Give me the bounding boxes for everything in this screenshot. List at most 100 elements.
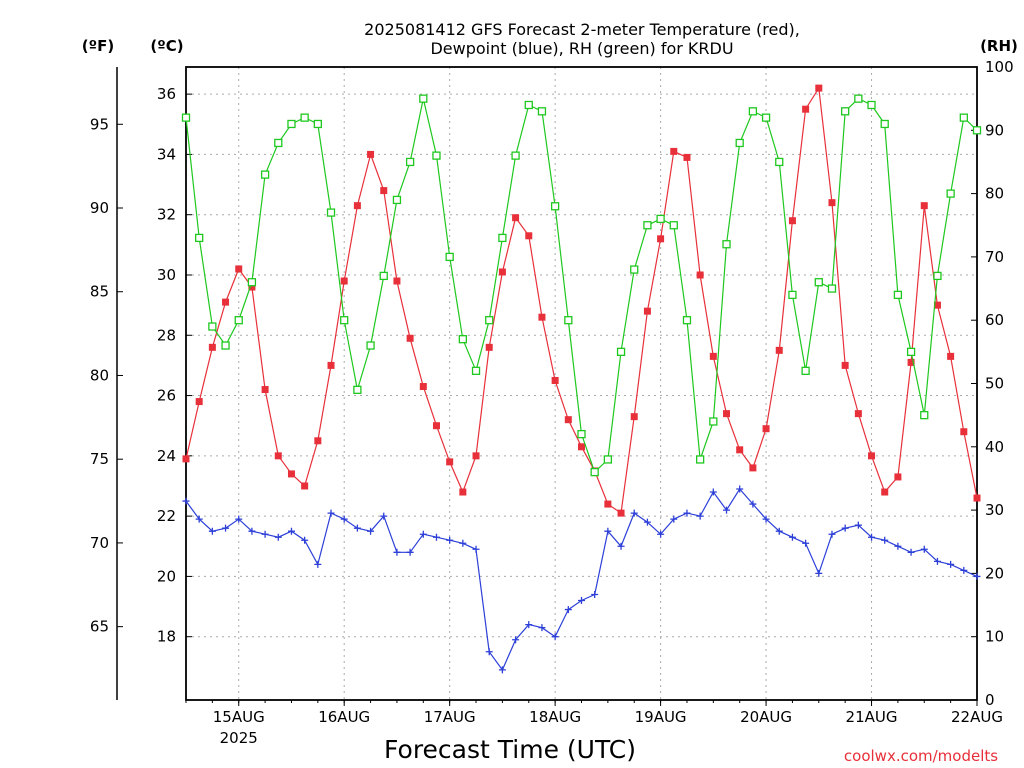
rh-point [709, 417, 718, 426]
temperature-point [841, 361, 849, 369]
dewpoint-point [525, 621, 533, 629]
temperature-point [564, 416, 572, 424]
dewpoint-point [314, 560, 322, 568]
dewpoint-point [933, 557, 941, 565]
celsius-tick-label: 18 [157, 628, 176, 646]
rh-point [195, 233, 204, 243]
temperature-point [802, 105, 810, 113]
temperature-point [683, 153, 691, 161]
temperature-point [868, 452, 876, 460]
rh-point [854, 94, 863, 103]
rh-point [550, 202, 560, 211]
temperature-point [828, 199, 836, 207]
fahrenheit-tick-label: 85 [90, 283, 109, 301]
temperature-point [960, 428, 968, 436]
temperature-point [973, 494, 981, 502]
dewpoint-point [670, 515, 678, 523]
rh-point [524, 100, 533, 110]
rh-point [788, 290, 797, 300]
dewpoint-point [828, 530, 836, 538]
credit-label: coolwx.com/modelts [844, 747, 998, 765]
temperature-point [657, 235, 665, 243]
rh-point [353, 385, 362, 394]
temperature-point [578, 443, 585, 451]
rh-point [564, 316, 573, 325]
rh-point [801, 366, 810, 375]
celsius-tick-label: 34 [157, 145, 176, 163]
dewpoint-point [657, 530, 665, 538]
dewpoint-point [406, 548, 414, 556]
temperature-point [485, 343, 493, 351]
rh-point [511, 151, 520, 160]
rh-point [379, 271, 388, 281]
dewpoint-point [301, 536, 309, 544]
x-tick-label: 20AUG [740, 708, 792, 726]
rh-point [260, 170, 270, 179]
temperature-point [920, 202, 928, 210]
celsius-tick-label: 32 [157, 206, 176, 224]
rh-point [972, 126, 982, 135]
rh-tick-label: 60 [985, 311, 1004, 329]
dewpoint-point [538, 624, 546, 632]
x-tick-label: 18AUG [529, 708, 581, 726]
dewpoint-point [578, 597, 585, 605]
x-axis-title: Forecast Time (UTC) [384, 735, 636, 764]
rh-tick-label: 90 [985, 121, 1004, 139]
temperature-point [393, 277, 401, 285]
rh-point [274, 138, 283, 148]
dewpoint-point [841, 524, 849, 532]
dewpoint-point [749, 500, 757, 508]
dewpoint-point [353, 524, 361, 532]
dewpoint-point [195, 515, 203, 523]
temperature-point [222, 298, 230, 306]
rh-point [603, 455, 613, 464]
rh-tick-label: 100 [985, 58, 1014, 76]
temperature-point [208, 343, 216, 351]
rh-point [181, 113, 191, 122]
temperature-point [617, 509, 625, 517]
dewpoint-point [367, 527, 375, 535]
fahrenheit-tick-label: 75 [90, 450, 109, 468]
temperature-point [736, 446, 744, 454]
dewpoint-point [643, 518, 651, 526]
fahrenheit-tick-label: 65 [90, 618, 109, 636]
temperature-point [538, 313, 546, 321]
temperature-point [788, 217, 796, 225]
rh-point [920, 410, 929, 420]
temperature-point [775, 346, 783, 354]
dewpoint-point [775, 527, 783, 535]
x-tick-label: 16AUG [318, 708, 370, 726]
temperature-point [261, 386, 269, 394]
temperature-point [512, 214, 520, 222]
rh-tick-label: 10 [985, 628, 1004, 646]
temperature-point [947, 352, 955, 360]
celsius-tick-label: 30 [157, 266, 176, 284]
rh-point [669, 221, 678, 230]
temperature-point [854, 410, 862, 418]
dewpoint-point [854, 521, 862, 529]
rh-point [498, 233, 507, 243]
rh-point [405, 157, 415, 167]
rh-point [392, 195, 402, 205]
dewpoint-point [683, 509, 691, 517]
celsius-unit-label: (ºC) [150, 37, 183, 55]
rh-point [946, 189, 955, 198]
rh-point [313, 119, 322, 129]
rh-unit-label: (RH) [980, 37, 1018, 55]
temperature-point [643, 307, 651, 315]
temperature-point [551, 376, 559, 384]
dewpoint-point [485, 648, 493, 656]
rh-point [933, 271, 942, 281]
fahrenheit-tick-label: 90 [90, 199, 109, 217]
dewpoint-point [222, 524, 230, 532]
rh-point [432, 151, 441, 160]
rh-point [577, 429, 586, 439]
celsius-tick-label: 24 [157, 447, 176, 465]
celsius-tick-label: 36 [157, 85, 176, 103]
x-tick-label: 21AUG [846, 708, 898, 726]
rh-tick-label: 80 [985, 185, 1004, 203]
temperature-point [380, 187, 388, 195]
dewpoint-point [881, 536, 889, 544]
rh-point [656, 214, 665, 224]
